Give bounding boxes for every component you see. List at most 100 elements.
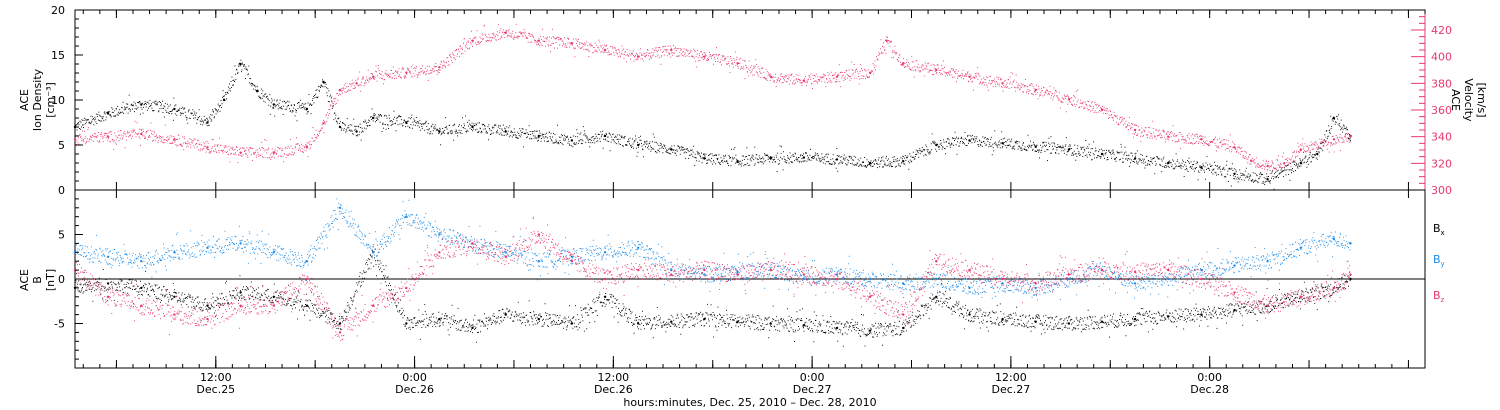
b-field-axis-title-line3: [nT] (44, 269, 57, 291)
by-point (835, 273, 839, 276)
bx-point (206, 304, 209, 307)
bz-point (537, 233, 540, 236)
ion-density-point (504, 130, 507, 133)
date-tick-label: Dec.26 (395, 383, 434, 396)
ion-density-point (438, 130, 441, 133)
date-tick-label: Dec.25 (196, 383, 235, 396)
ion-density-tick-label: 20 (51, 4, 65, 17)
ion-density-point (835, 158, 839, 161)
by-point (902, 282, 905, 285)
ion-density-axis-title-line1: ACE (18, 89, 31, 111)
bz-point (637, 268, 640, 272)
ion-density-tick-label: 10 (51, 94, 65, 107)
velocity-point (902, 62, 905, 65)
by-point (603, 251, 607, 254)
ion-density-point (206, 121, 209, 124)
velocity-point (438, 66, 441, 69)
velocity-point (106, 135, 110, 138)
time-tick-label: 0:00 (800, 371, 825, 384)
legend-by: By (1433, 253, 1445, 268)
bz-point (1266, 304, 1269, 307)
bz-point (1034, 282, 1037, 285)
date-tick-label: Dec.27 (991, 383, 1030, 396)
bx-point (835, 326, 839, 330)
velocity-point (835, 75, 839, 78)
velocity-point (173, 138, 176, 141)
bz-scatter (75, 216, 1351, 341)
legend-bx-name: B (1433, 222, 1441, 235)
velocity-axis: 300 320 340 360 380 400 420 (1411, 10, 1452, 197)
by-point (106, 255, 110, 258)
by-point (802, 277, 805, 281)
bx-point (968, 313, 971, 316)
by-point (968, 286, 971, 290)
by-point (637, 246, 640, 249)
by-point (1266, 260, 1269, 263)
bx-point (603, 295, 607, 298)
by-point (338, 206, 342, 209)
bz-point (802, 273, 805, 276)
by-point (1001, 282, 1004, 285)
bx-point (1100, 320, 1104, 323)
legend-bz: Bz (1433, 289, 1445, 304)
bz-point (935, 260, 938, 263)
bz-point (173, 313, 176, 316)
legend: Bx By Bz (1433, 222, 1445, 304)
bx-point (239, 291, 242, 294)
time-tick-label: 0:00 (1197, 371, 1222, 384)
bx-scatter (75, 246, 1351, 347)
bx-point (1034, 320, 1037, 323)
bx-point (338, 322, 342, 325)
bx-point (438, 317, 441, 321)
by-point (272, 251, 275, 254)
ion-density-tick-label: 5 (58, 139, 65, 152)
ion-density-point (471, 125, 474, 129)
bz-point (1233, 291, 1236, 294)
ion-density-scatter (75, 59, 1351, 190)
ion-density-point (272, 103, 275, 106)
by-point (1332, 237, 1336, 241)
bx-point (537, 317, 540, 321)
bx-point (902, 326, 905, 330)
top-panel: 0 5 10 15 20 300 320 340 360 380 400 420 ACE Ion D… (18, 4, 1488, 197)
velocity-point (305, 146, 309, 149)
bz-point (1299, 295, 1303, 298)
legend-bz-subscript: z (1441, 296, 1445, 304)
bx-point (637, 322, 640, 325)
velocity-scatter (75, 23, 1351, 172)
velocity-point (670, 48, 673, 52)
velocity-point (372, 75, 375, 78)
bz-point (338, 331, 342, 334)
by-point (570, 255, 574, 258)
velocity-tick-label: 340 (1431, 131, 1452, 144)
bz-point (239, 304, 242, 307)
bz-point (603, 277, 607, 281)
ion-density-point (1316, 152, 1319, 156)
velocity-tick-label: 360 (1431, 104, 1452, 117)
velocity-axis-title-line1: ACE (1449, 89, 1462, 111)
bz-point (868, 295, 872, 298)
time-axis-title: hours:minutes, Dec. 25, 2010 – Dec. 28, … (623, 396, 876, 409)
velocity-tick-label: 400 (1431, 51, 1452, 64)
by-point (1133, 282, 1137, 285)
velocity-tick-label: 300 (1431, 184, 1452, 197)
bz-point (305, 277, 309, 281)
bx-point (935, 295, 938, 298)
velocity-axis-title-line2: Velocity (1462, 78, 1475, 122)
velocity-point (1200, 138, 1203, 141)
ion-density-point (637, 143, 640, 147)
ion-density-point (703, 157, 706, 160)
bz-point (272, 304, 275, 307)
by-series (73, 198, 1352, 302)
b-field-axis-title-line2: B (31, 276, 44, 284)
bx-point (1001, 317, 1004, 321)
bx-point (305, 304, 309, 307)
time-axis: 12:00Dec.250:00Dec.2612:00Dec.260:00Dec.… (82, 10, 1426, 396)
legend-by-name: B (1433, 253, 1441, 266)
legend-by-subscript: y (1441, 260, 1445, 268)
bx-point (471, 326, 474, 330)
velocity-tick-label: 380 (1431, 77, 1452, 90)
b-field-tick-label: 5 (58, 229, 65, 242)
ion-density-point (1001, 142, 1004, 145)
ion-density-point (1233, 172, 1236, 175)
